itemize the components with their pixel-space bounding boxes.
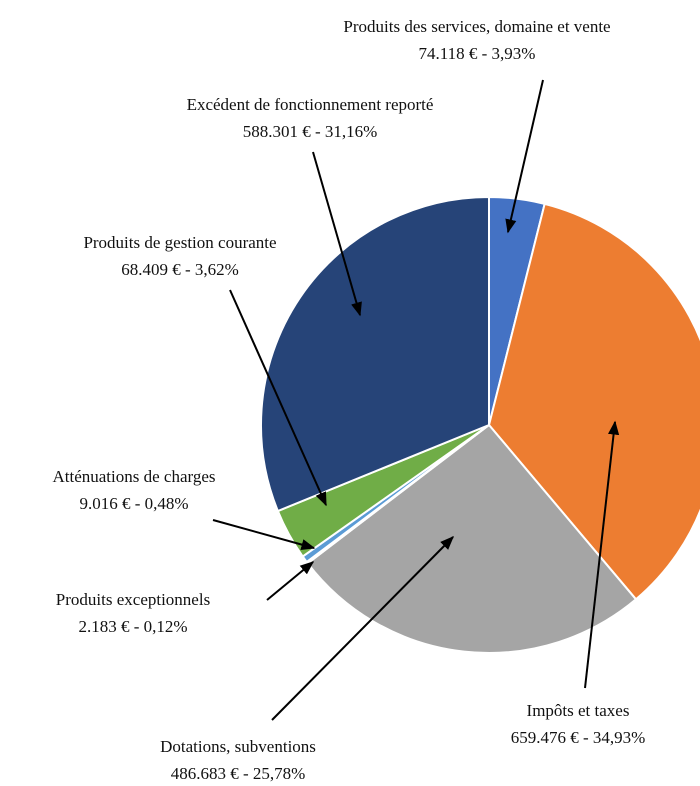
leader-arrow — [229, 289, 327, 507]
pie-slice — [260, 195, 490, 513]
value-label: 2.183 € - 0,12% — [78, 617, 187, 636]
slice-label: Impôts et taxes — [527, 701, 630, 720]
slice-label: Dotations, subventions — [160, 737, 316, 756]
value-label: 486.683 € - 25,78% — [171, 764, 306, 783]
leader-arrow — [505, 79, 544, 234]
pie-slice — [487, 202, 700, 601]
leader-arrow — [266, 561, 315, 601]
leader-arrow — [312, 151, 362, 317]
leader-arrow — [271, 536, 454, 721]
value-label: 659.476 € - 34,93% — [511, 728, 646, 747]
slice-label: Excédent de fonctionnement reporté — [187, 95, 434, 114]
slice-label: Produits exceptionnels — [56, 590, 210, 609]
slice-label: Produits des services, domaine et vente — [343, 17, 610, 36]
value-label: 68.409 € - 3,62% — [121, 260, 239, 279]
value-label: 74.118 € - 3,93% — [419, 44, 536, 63]
leader-arrow — [212, 519, 316, 551]
slice-label: Atténuations de charges — [52, 467, 215, 486]
leader-arrow — [584, 420, 620, 689]
value-label: 588.301 € - 31,16% — [243, 122, 378, 141]
pie-slice — [306, 423, 638, 654]
value-label: 9.016 € - 0,48% — [79, 494, 188, 513]
slice-label: Produits de gestion courante — [83, 233, 276, 252]
